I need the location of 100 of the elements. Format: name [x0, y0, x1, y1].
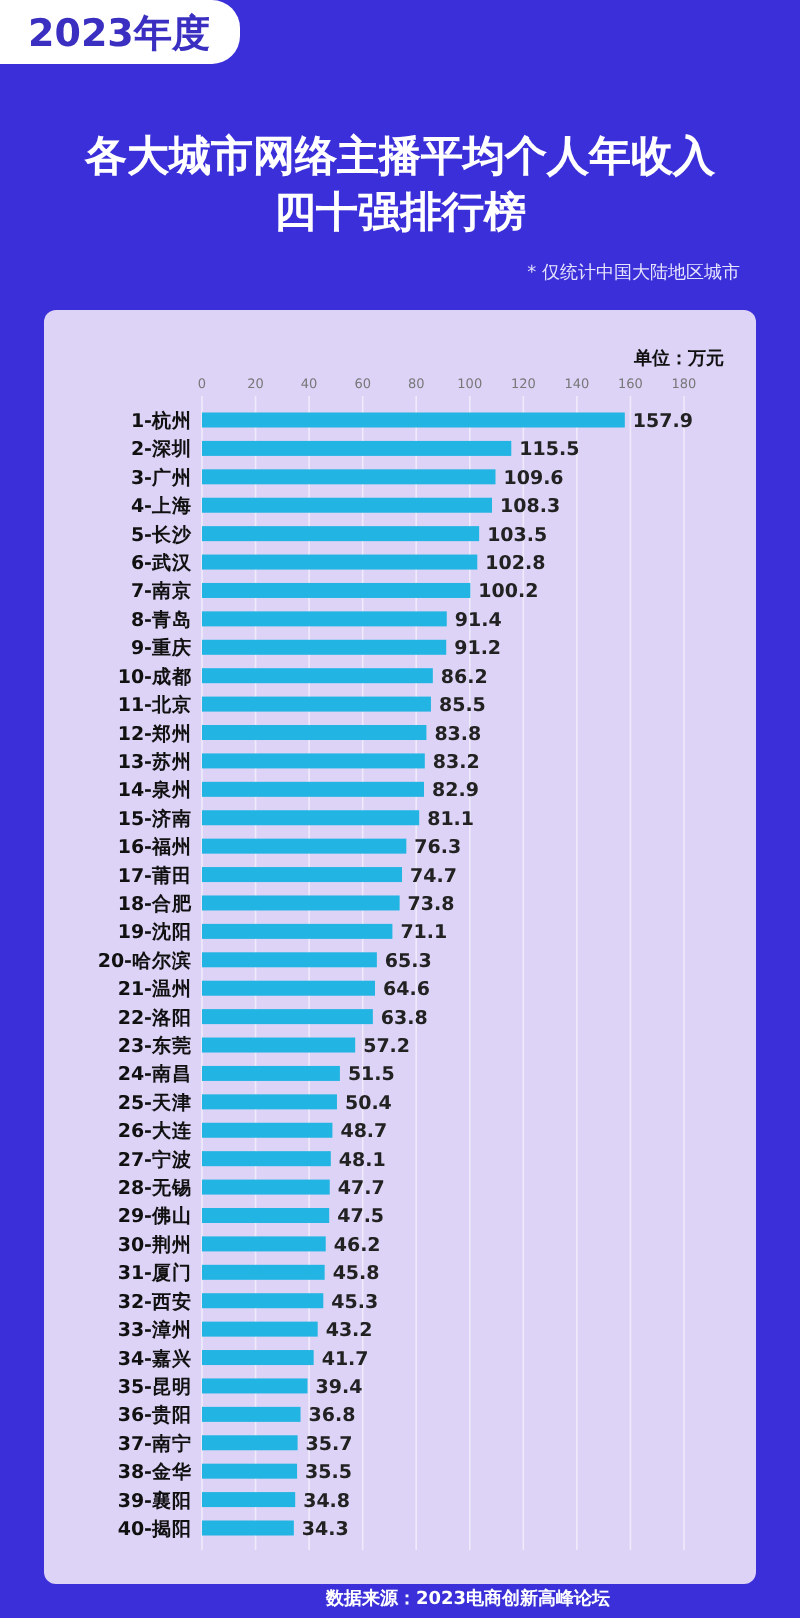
- y-tick-label: 21-温州: [117, 977, 192, 1002]
- y-tick-label: 35-昆明: [117, 1374, 192, 1399]
- data-label: 47.5: [337, 1206, 385, 1229]
- bar: [202, 668, 433, 684]
- bar: [202, 1009, 373, 1025]
- bar: [202, 1094, 337, 1110]
- y-tick-label: 3-广州: [130, 465, 192, 490]
- data-label: 76.3: [414, 837, 462, 860]
- data-label: 64.6: [382, 979, 431, 1002]
- bar: [202, 554, 478, 570]
- data-label: 74.7: [410, 865, 457, 888]
- bar: [202, 440, 512, 456]
- y-tick-label: 30-荆州: [117, 1232, 192, 1257]
- data-label: 43.2: [325, 1320, 373, 1343]
- y-tick-label: 12-郑州: [117, 721, 192, 746]
- data-label: 36.8: [308, 1405, 357, 1428]
- bar: [202, 1236, 326, 1252]
- y-tick-label: 25-天津: [117, 1090, 192, 1115]
- y-tick-label: 5-长沙: [130, 522, 194, 547]
- bar: [202, 1520, 294, 1536]
- y-tick-label: 7-南京: [130, 579, 192, 604]
- chart-title: 各大城市网络主播平均个人年收入四十强排行榜: [82, 130, 717, 240]
- y-tick-label: 32-西安: [117, 1289, 192, 1314]
- bar: [202, 1264, 325, 1280]
- data-label: 45.3: [331, 1291, 379, 1314]
- y-tick-label: 33-漳州: [117, 1318, 192, 1343]
- bar: [202, 611, 447, 627]
- data-label: 57.2: [363, 1036, 411, 1059]
- bar: [202, 1122, 333, 1138]
- bar: [202, 1037, 356, 1053]
- y-tick-label: 4-上海: [130, 494, 192, 519]
- data-label: 83.2: [432, 751, 480, 774]
- bar: [202, 696, 431, 712]
- bar: [202, 1492, 296, 1508]
- data-label: 63.8: [380, 1007, 429, 1030]
- data-label: 81.1: [427, 808, 475, 831]
- data-label: 71.1: [400, 922, 448, 945]
- chart-subtitle: 2023年度: [28, 12, 210, 56]
- y-tick-label: 8-青岛: [130, 607, 192, 632]
- y-tick-label: 18-合肥: [117, 891, 194, 916]
- data-label: 108.3: [500, 496, 561, 519]
- y-tick-label: 13-苏州: [117, 749, 192, 774]
- data-label: 102.8: [485, 553, 547, 576]
- bar: [202, 1151, 331, 1167]
- y-tick-label: 20-哈尔滨: [97, 948, 192, 973]
- y-tick-label: 17-莆田: [117, 863, 192, 888]
- bar: [202, 1293, 324, 1309]
- bar: [202, 923, 393, 939]
- bar: [202, 1207, 330, 1223]
- y-tick-label: 34-嘉兴: [117, 1346, 192, 1371]
- data-label: 41.7: [321, 1348, 369, 1371]
- data-label: 100.2: [478, 581, 539, 604]
- data-label: 83.8: [434, 723, 483, 746]
- data-label: 45.8: [332, 1263, 381, 1286]
- data-label: 103.5: [487, 524, 548, 547]
- bar: [202, 1065, 340, 1081]
- y-tick-label: 38-金华: [117, 1460, 192, 1485]
- text: * 仅统计中国大陆地区城市: [527, 262, 740, 284]
- source-note: 数据来源：2023电商创新高峰论坛: [323, 1588, 610, 1610]
- bar: [202, 526, 480, 542]
- data-label: 82.9: [431, 780, 479, 803]
- y-tick-label: 39-襄阳: [117, 1488, 192, 1513]
- data-label: 47.7: [337, 1178, 385, 1201]
- bar: [202, 1463, 298, 1479]
- bar: [202, 639, 447, 655]
- data-label: 157.9: [632, 411, 693, 433]
- bar: [202, 867, 403, 883]
- bar: [202, 838, 407, 854]
- y-tick-label: 15-济南: [117, 806, 192, 831]
- data-label: 35.5: [305, 1462, 352, 1485]
- y-tick-label: 22-洛阳: [117, 1005, 192, 1030]
- bar: [202, 753, 425, 769]
- y-tick-label: 10-成都: [117, 664, 192, 689]
- y-tick-label: 11-北京: [117, 693, 192, 718]
- y-tick-label: 27-宁波: [117, 1147, 192, 1172]
- data-label: 34.8: [303, 1490, 351, 1513]
- bar: [202, 781, 424, 797]
- data-label: 91.2: [454, 638, 502, 661]
- y-tick-label: 31-厦门: [117, 1261, 192, 1286]
- data-label: 50.4: [344, 1092, 393, 1115]
- y-tick-label: 23-东莞: [117, 1034, 192, 1059]
- data-label: 48.1: [338, 1149, 386, 1172]
- y-tick-label: 40-揭阳: [117, 1517, 192, 1541]
- data-label: 46.2: [333, 1234, 381, 1257]
- data-label: 115.5: [519, 439, 580, 462]
- y-tick-label: 36-贵阳: [117, 1403, 192, 1428]
- y-tick-label: 37-南宁: [117, 1431, 192, 1456]
- data-label: 65.3: [384, 950, 432, 973]
- y-tick-label: 16-福州: [117, 835, 192, 860]
- data-label: 86.2: [440, 666, 488, 689]
- bar: [202, 582, 471, 598]
- y-tick-label: 24-南昌: [117, 1062, 192, 1087]
- y-tick-label: 2-深圳: [130, 437, 192, 462]
- data-label: 85.5: [438, 695, 486, 718]
- y-tick-label: 6-武汉: [130, 551, 194, 576]
- bar: [202, 810, 420, 826]
- data-label: 34.3: [301, 1519, 349, 1541]
- bar: [202, 412, 625, 428]
- data-label: 109.6: [503, 467, 565, 490]
- bar: [202, 952, 377, 968]
